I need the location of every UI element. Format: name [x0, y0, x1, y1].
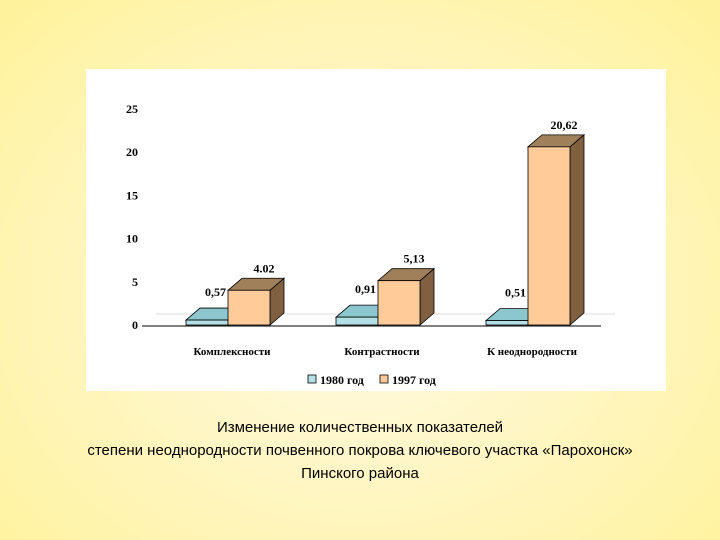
bar-1997 — [226, 277, 286, 326]
caption-line-1: Изменение количественных показателей — [216, 419, 504, 436]
x-tick-label: Контрастности — [344, 346, 420, 358]
y-tick-label: 15 — [126, 188, 138, 202]
chart-caption: Изменение количественных показателей сте… — [0, 416, 720, 485]
data-label: 0,91 — [355, 282, 376, 296]
y-tick-label: 0 — [132, 318, 138, 332]
data-label: 4.02 — [254, 261, 275, 275]
y-tick-label: 25 — [126, 102, 138, 116]
data-label: 5,13 — [404, 252, 425, 266]
data-label: 0,57 — [205, 285, 226, 299]
caption-line-2: степени неоднородности почвенного покров… — [87, 442, 633, 459]
y-tick-label: 20 — [126, 145, 138, 159]
caption-line-3: Пинского района — [301, 465, 419, 482]
legend-label: 1980 год — [320, 373, 364, 387]
data-label: 20,62 — [551, 118, 578, 132]
bar-chart: 0 5 10 15 20 25 0,57 4.02 Комплексности 0,91 5,13 К… — [126, 102, 615, 387]
chart-panel: 0 5 10 15 20 25 0,57 4.02 Комплексности 0,91 5,13 К… — [86, 69, 666, 391]
y-tick-label: 10 — [126, 232, 138, 246]
legend-label: 1997 год — [392, 373, 436, 387]
bar-1997 — [526, 133, 586, 326]
bar-1997 — [376, 267, 436, 326]
legend-swatch — [379, 374, 389, 384]
data-label: 0,51 — [505, 286, 526, 300]
x-tick-label: Комплексности — [193, 346, 271, 358]
y-tick-label: 5 — [132, 275, 138, 289]
legend-swatch — [307, 374, 317, 384]
x-tick-label: К неоднородности — [487, 346, 578, 358]
